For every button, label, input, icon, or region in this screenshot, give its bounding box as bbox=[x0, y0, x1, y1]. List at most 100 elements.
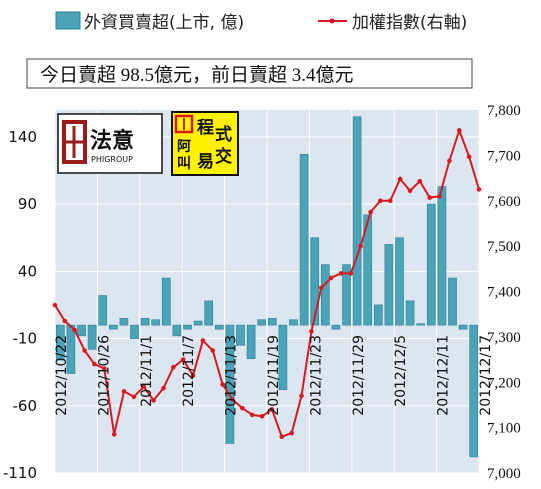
line-point-28 bbox=[328, 275, 334, 281]
bar-33 bbox=[405, 300, 415, 326]
line-point-22 bbox=[269, 407, 275, 412]
x-axis: 2012/10/22 2012/10/26 2012/11/1 2012/11/7 20… bbox=[54, 335, 494, 416]
brand-logo-1-sub: PHIGROUP bbox=[91, 155, 133, 164]
line-point-42 bbox=[466, 154, 472, 160]
line-point-43 bbox=[476, 187, 482, 192]
line-point-19 bbox=[240, 405, 245, 411]
line-point-27 bbox=[318, 285, 324, 291]
legend-bar-label: 外資買賣超(上市, 億) bbox=[84, 13, 244, 33]
left-tick-label: 40 bbox=[18, 262, 37, 280]
x-tick-label: 2012/11/29 bbox=[351, 335, 367, 416]
bar-39 bbox=[469, 324, 479, 458]
brand-logo-2-emblem bbox=[174, 114, 194, 134]
line-point-37 bbox=[417, 178, 423, 184]
bar-23 bbox=[299, 154, 309, 326]
bar-28 bbox=[352, 116, 362, 326]
line-point-18 bbox=[230, 397, 235, 402]
line-point-33 bbox=[378, 198, 383, 204]
line-point-24 bbox=[289, 430, 294, 436]
line-point-2 bbox=[72, 327, 78, 333]
bar-16 bbox=[225, 324, 235, 444]
x-tick-label: 2012/10/22 bbox=[54, 335, 70, 416]
line-point-8 bbox=[131, 394, 137, 400]
left-tick-label: 90 bbox=[18, 195, 37, 213]
legend-line-label: 加權指數(右軸) bbox=[352, 13, 467, 33]
line-point-40 bbox=[447, 158, 452, 164]
bar-34 bbox=[416, 323, 426, 326]
bar-13 bbox=[193, 320, 203, 326]
right-tick-label: 7,800 bbox=[487, 103, 521, 119]
line-point-9 bbox=[141, 384, 147, 390]
brand-logo-2-char-2: 式 bbox=[215, 124, 232, 145]
info-box: 今日賣超 98.5億元，前日賣超 3.4億元 bbox=[26, 58, 473, 89]
line-series bbox=[52, 127, 482, 440]
bar-17 bbox=[236, 324, 245, 346]
line-point-7 bbox=[121, 389, 127, 394]
brand-logo-1-text: 法意 bbox=[90, 128, 134, 154]
info-box-text: 今日賣超 98.5億元，前日賣超 3.4億元 bbox=[40, 64, 354, 86]
line-point-13 bbox=[180, 357, 186, 362]
line-point-6 bbox=[111, 432, 117, 437]
line-point-35 bbox=[397, 176, 403, 182]
brand-logo-2-char-4: 易 bbox=[197, 152, 214, 172]
bar-10 bbox=[161, 277, 171, 326]
x-tick-label: 2012/11/13 bbox=[224, 335, 240, 416]
x-tick-label: 2012/11/19 bbox=[266, 335, 282, 416]
bar-30 bbox=[373, 304, 383, 326]
x-tick-label: 2012/12/17 bbox=[478, 335, 494, 416]
line-point-11 bbox=[161, 385, 166, 391]
left-tick-label: -10 bbox=[13, 330, 38, 348]
bar-7 bbox=[130, 324, 139, 339]
x-tick-label: 2012/11/7 bbox=[181, 335, 197, 407]
legend-bar-swatch bbox=[55, 11, 81, 30]
bar-37 bbox=[448, 277, 457, 326]
bar-15 bbox=[214, 324, 224, 330]
bar-9 bbox=[151, 319, 161, 326]
line-point-36 bbox=[407, 188, 413, 194]
line-point-26 bbox=[309, 329, 314, 334]
bar-19 bbox=[257, 319, 267, 326]
line-point-4 bbox=[92, 361, 97, 367]
bar-11 bbox=[172, 324, 182, 337]
legend-line-marker bbox=[329, 18, 335, 24]
line-point-29 bbox=[338, 271, 344, 276]
line-point-39 bbox=[437, 193, 442, 199]
line-point-3 bbox=[82, 348, 87, 353]
brand-logo-2-char-6: 叫 bbox=[177, 155, 191, 172]
bar-5 bbox=[108, 324, 118, 330]
brand-logo-1: 法意 PHIGROUP bbox=[57, 113, 163, 174]
x-tick-label: 2012/11/1 bbox=[139, 335, 155, 407]
right-tick-label: 7,000 bbox=[487, 466, 521, 482]
bar-35 bbox=[426, 203, 436, 326]
line-point-17 bbox=[220, 382, 225, 387]
brand-logo-2-char-3: 交 bbox=[215, 146, 232, 167]
line-point-12 bbox=[171, 364, 176, 370]
line-point-34 bbox=[387, 198, 393, 204]
bar-series bbox=[55, 116, 479, 458]
line-point-14 bbox=[190, 373, 196, 378]
bar-26 bbox=[331, 324, 341, 330]
brand-logo-2: 程 式 交 易 阿 叫 bbox=[171, 111, 239, 176]
bar-1 bbox=[66, 324, 76, 374]
right-tick-label: 7,100 bbox=[487, 421, 521, 437]
bar-29 bbox=[363, 214, 373, 326]
bar-36 bbox=[437, 186, 447, 326]
line-point-25 bbox=[299, 393, 304, 399]
brand-logo-2-char-5: 阿 bbox=[177, 139, 191, 155]
left-axis: 140 90 40 -10 -60 -110 bbox=[3, 128, 37, 482]
right-tick-label: 7,400 bbox=[487, 285, 521, 301]
bar-8 bbox=[140, 318, 150, 326]
right-tick-label: 7,200 bbox=[487, 375, 521, 391]
bar-38 bbox=[458, 324, 468, 330]
x-tick-label: 2012/12/11 bbox=[436, 335, 452, 416]
bar-12 bbox=[183, 324, 192, 330]
x-tick-label: 2012/12/5 bbox=[393, 335, 409, 407]
x-tick-label: 2012/10/26 bbox=[96, 335, 112, 416]
legend: 外資買賣超(上市, 億) 加權指數(右軸) bbox=[55, 11, 467, 33]
bar-21 bbox=[278, 324, 288, 390]
right-tick-label: 7,600 bbox=[487, 194, 521, 210]
line-point-21 bbox=[259, 413, 265, 419]
line-point-1 bbox=[62, 318, 68, 324]
line-point-30 bbox=[348, 271, 354, 276]
bar-22 bbox=[289, 319, 298, 326]
